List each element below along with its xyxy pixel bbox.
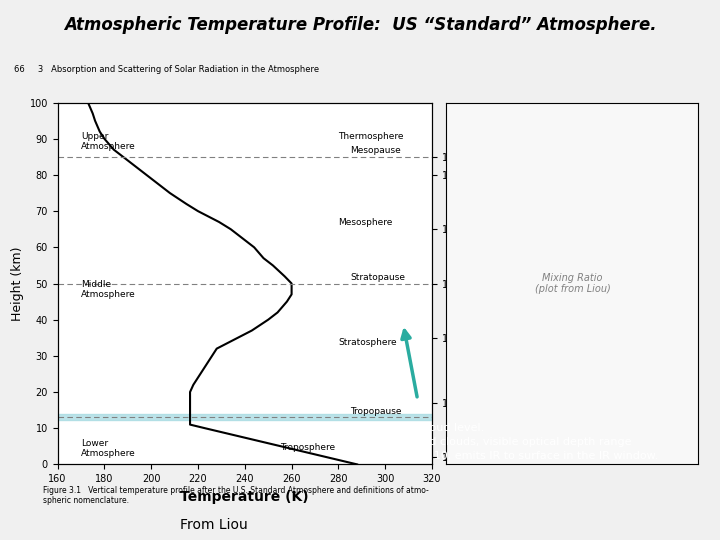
Text: Cirrus cloud level.
High cold clouds, visible optical depth range
0.001 to 10, e: Cirrus cloud level. High cold clouds, vi… (384, 423, 659, 461)
Bar (58, 415, 432, 420)
Text: From Liou: From Liou (180, 518, 248, 532)
Y-axis label: Pressure (mb): Pressure (mb) (469, 245, 479, 322)
Text: Atmospheric Temperature Profile:  US “Standard” Atmosphere.: Atmospheric Temperature Profile: US “Sta… (63, 16, 657, 34)
Text: Stratosphere: Stratosphere (338, 338, 397, 347)
X-axis label: Temperature (K): Temperature (K) (181, 490, 309, 504)
Text: Figure 3.1   Vertical temperature profile after the U.S. Standard Atmosphere and: Figure 3.1 Vertical temperature profile … (43, 486, 429, 505)
Text: Lower
Atmosphere: Lower Atmosphere (81, 439, 136, 458)
Text: Mixing Ratio
(plot from Liou): Mixing Ratio (plot from Liou) (534, 273, 611, 294)
Y-axis label: Height (km): Height (km) (11, 246, 24, 321)
Text: Upper
Atmosphere: Upper Atmosphere (81, 132, 136, 151)
Text: Middle
Atmosphere: Middle Atmosphere (81, 280, 136, 299)
Text: Mesopause: Mesopause (350, 146, 401, 155)
Text: Thermosphere: Thermosphere (338, 132, 404, 140)
Text: Stratopause: Stratopause (350, 273, 405, 282)
Text: Tropopause: Tropopause (350, 407, 402, 416)
Text: Troposphere: Troposphere (280, 443, 335, 451)
Text: 66     3   Absorption and Scattering of Solar Radiation in the Atmosphere: 66 3 Absorption and Scattering of Solar … (14, 65, 320, 74)
Text: Mesosphere: Mesosphere (338, 218, 393, 227)
